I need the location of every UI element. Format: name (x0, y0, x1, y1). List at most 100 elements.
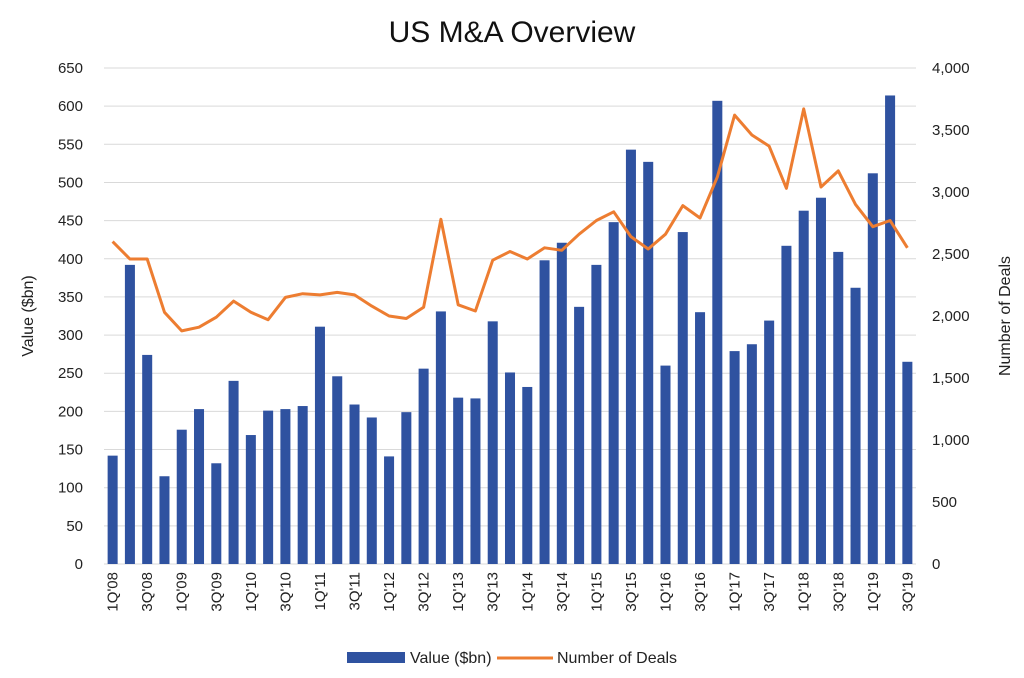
y-right-tick-label: 3,000 (932, 184, 970, 201)
x-tick-label: 1Q'13 (450, 572, 467, 612)
y-left-tick-label: 600 (58, 98, 83, 115)
y-right-tick-label: 4,000 (932, 60, 970, 77)
legend: Value ($bn) Number of Deals (347, 650, 677, 667)
deals-line (111, 107, 909, 333)
bar (677, 232, 688, 565)
y-right-axis-title: Number of Deals (997, 256, 1014, 376)
bar (764, 320, 775, 564)
bar (280, 409, 291, 564)
bar (332, 376, 343, 564)
y-left-tick-label: 450 (58, 213, 83, 230)
bar (798, 210, 809, 565)
x-tick-label: 1Q'15 (588, 572, 605, 612)
bar (643, 161, 654, 564)
bar (297, 406, 308, 564)
y-left-tick-label: 300 (58, 327, 83, 344)
y-left-tick-label: 50 (66, 518, 83, 535)
bar (470, 398, 481, 564)
bar (867, 173, 878, 564)
y-right-ticks: 0 500 1,000 1,500 2,000 2,500 3,000 3,500 4,000 (932, 60, 970, 573)
x-tick-label: 3Q'18 (830, 572, 847, 612)
bar (435, 311, 446, 564)
y-right-tick-label: 3,500 (932, 122, 970, 139)
x-tick-label: 1Q'11 (312, 572, 329, 610)
x-tick-label: 1Q'10 (243, 572, 260, 612)
legend-swatch-value (347, 652, 405, 663)
bar (608, 222, 619, 564)
bar (366, 417, 377, 564)
x-tick-label: 1Q'09 (174, 572, 191, 612)
y-right-tick-label: 500 (932, 494, 957, 511)
y-right-tick-label: 0 (932, 556, 940, 573)
bar (556, 242, 567, 564)
y-left-tick-label: 400 (58, 251, 83, 268)
x-tick-label: 1Q'08 (105, 572, 122, 612)
bar (314, 326, 325, 564)
bar (124, 264, 135, 564)
x-tick-label: 1Q'18 (796, 572, 813, 612)
x-tick-label: 3Q'11 (347, 572, 364, 610)
y-right-tick-label: 1,000 (932, 432, 970, 449)
bar (349, 404, 360, 564)
bar (781, 245, 792, 564)
y-left-tick-label: 650 (58, 60, 83, 77)
bar (539, 260, 550, 564)
bar (418, 368, 429, 564)
bar (384, 456, 395, 564)
x-tick-label: 3Q'14 (554, 572, 571, 612)
bar (142, 354, 153, 564)
bar (902, 361, 913, 564)
bar (885, 95, 896, 565)
bar (625, 149, 636, 564)
bar (107, 455, 118, 564)
bar (833, 251, 844, 564)
bar (729, 351, 740, 564)
bar (815, 197, 826, 564)
bar (159, 476, 170, 564)
x-tick-label: 3Q'19 (899, 572, 916, 612)
line-series-deals (111, 107, 909, 333)
x-tick-label: 3Q'12 (416, 572, 433, 612)
x-tick-label: 1Q'17 (727, 572, 744, 612)
bar (574, 306, 585, 564)
bar (263, 410, 274, 564)
y-left-tick-label: 250 (58, 365, 83, 382)
bar (522, 386, 533, 564)
y-left-tick-label: 500 (58, 174, 83, 191)
y-right-tick-label: 2,500 (932, 246, 970, 263)
bar (487, 321, 498, 564)
y-left-tick-label: 350 (58, 289, 83, 306)
bar (746, 344, 757, 564)
x-tick-label: 3Q'10 (277, 572, 294, 612)
bar (245, 435, 256, 564)
y-left-tick-label: 0 (75, 556, 83, 573)
bar (194, 409, 205, 564)
x-tick-label: 1Q'19 (865, 572, 882, 612)
x-tick-label: 3Q'16 (692, 572, 709, 612)
x-tick-label: 3Q'09 (208, 572, 225, 612)
bar (176, 429, 187, 564)
bar (712, 100, 723, 564)
chart-title: US M&A Overview (389, 16, 636, 49)
x-tick-label: 3Q'08 (139, 572, 156, 612)
bar (401, 412, 412, 564)
bar (591, 264, 602, 564)
y-right-tick-label: 2,000 (932, 308, 970, 325)
bar-series-value (107, 95, 913, 565)
y-right-tick-label: 1,500 (932, 370, 970, 387)
x-tick-label: 1Q'16 (658, 572, 675, 612)
y-left-tick-label: 100 (58, 480, 83, 497)
legend-label-value: Value ($bn) (410, 650, 492, 667)
bar (211, 463, 222, 564)
y-left-ticks: 0 50 100 150 200 250 300 350 400 450 500 550 600 650 (58, 60, 83, 573)
x-tick-label: 3Q'15 (623, 572, 640, 612)
bar (850, 287, 861, 564)
bar (504, 372, 516, 564)
x-tick-label: 1Q'14 (519, 572, 536, 612)
x-tick-label: 1Q'12 (381, 572, 398, 612)
bar (228, 380, 239, 564)
y-left-tick-label: 200 (58, 403, 83, 420)
x-tick-label: 3Q'13 (485, 572, 502, 612)
y-left-tick-label: 550 (58, 136, 83, 153)
